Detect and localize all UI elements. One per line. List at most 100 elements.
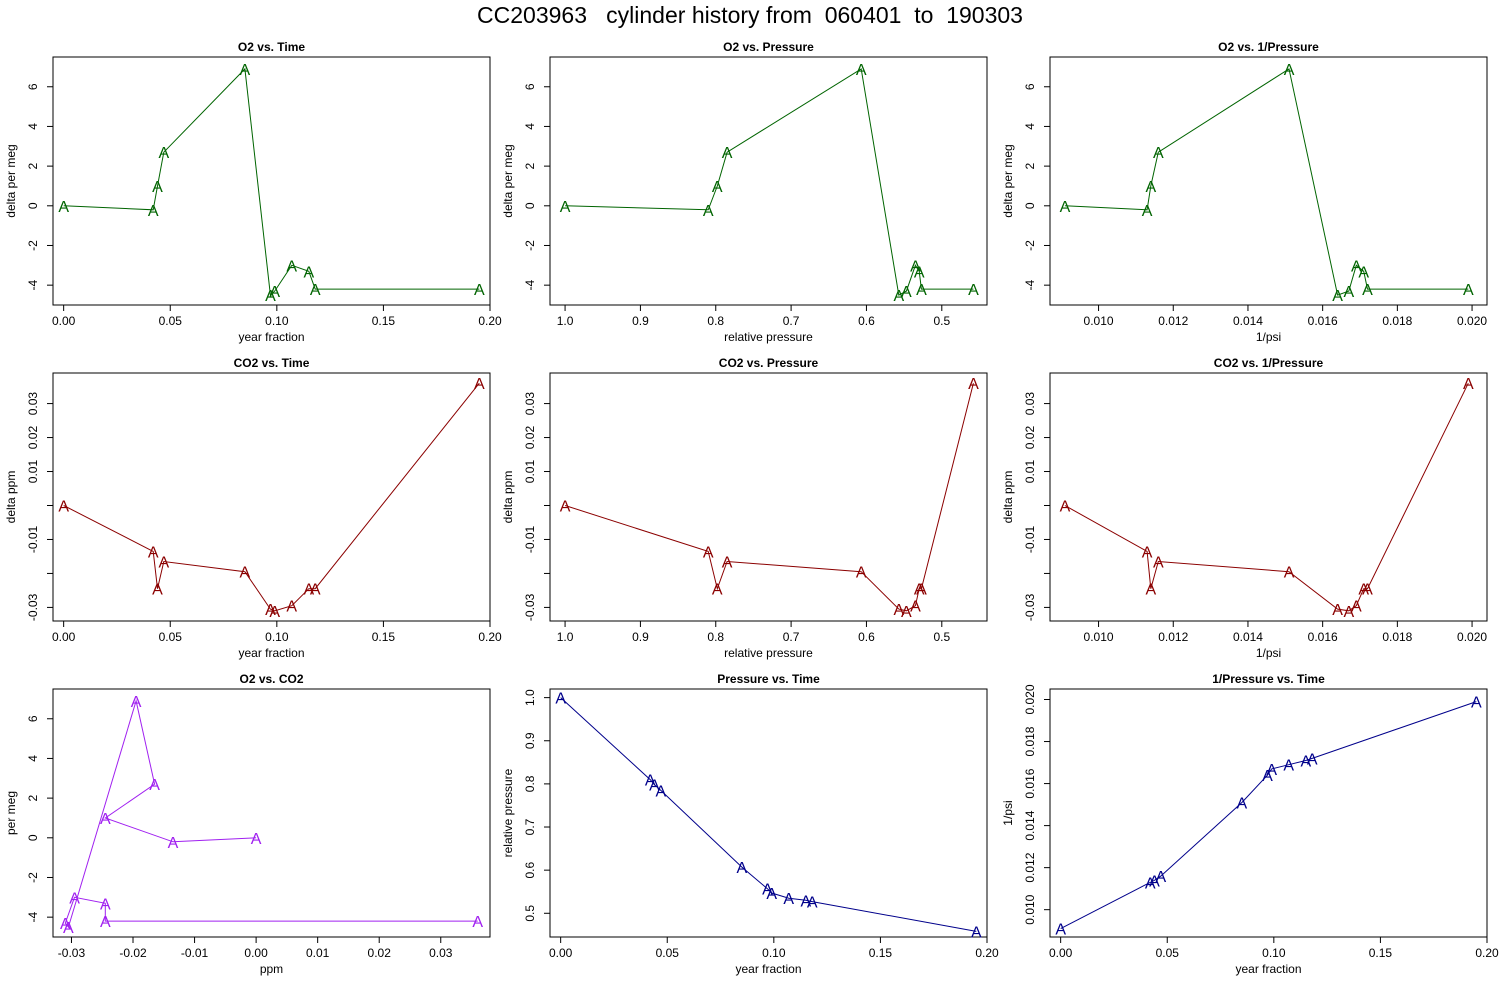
y-tick-label: 0.014 [1023, 810, 1037, 840]
data-point: A [807, 895, 818, 912]
data-point: A [971, 924, 982, 941]
panel-title: O2 vs. Pressure [723, 40, 814, 54]
x-tick-label: 0.012 [1158, 314, 1188, 328]
data-point: A [69, 890, 80, 907]
data-point: A [910, 258, 921, 275]
y-tick-label: 0 [26, 202, 40, 209]
x-tick-label: 0.10 [265, 630, 289, 644]
y-tick-label: 4 [1023, 123, 1037, 130]
x-axis-label: 1/psi [1256, 646, 1281, 660]
data-point: A [286, 258, 297, 275]
x-tick-label: 0.10 [762, 946, 786, 960]
x-tick-label: 1.0 [557, 630, 574, 644]
data-point: A [1156, 869, 1167, 886]
data-point: A [560, 498, 571, 515]
y-tick-label: -0.01 [26, 525, 40, 553]
y-tick-label: 0.02 [1023, 426, 1037, 450]
y-tick-label: 0.016 [1023, 768, 1037, 798]
data-point: A [901, 604, 912, 621]
chart-panel-7: O2 vs. CO2 -0.03 -0.02 -0.01 0.00 0.01 0.02 0.0… [4, 672, 491, 976]
data-point: A [265, 288, 276, 305]
y-tick-label: 0 [1023, 202, 1037, 209]
panel-title: O2 vs. Time [238, 40, 305, 54]
chart-panel-8: Pressure vs. Time 0.00 0.05 0.10 0.15 0.20 0.5… [501, 672, 999, 976]
data-point: A [1284, 62, 1295, 79]
data-point: A [310, 582, 321, 599]
x-tick-label: 0.010 [1084, 314, 1114, 328]
data-point: A [1351, 258, 1362, 275]
data-point: A [149, 777, 160, 794]
data-point: A [555, 691, 566, 708]
x-tick-label: 0.018 [1382, 630, 1412, 644]
chart-panel-5: CO2 vs. Pressure 1.0 0.9 0.8 0.7 0.6 0.5 -0.03 -… [501, 356, 988, 660]
data-point: A [310, 282, 321, 299]
x-tick-label: 0.10 [265, 314, 289, 328]
data-point: A [968, 282, 979, 299]
y-tick-label: 2 [26, 794, 40, 801]
plot-frame [549, 688, 988, 938]
chart-panel-1: O2 vs. Time 0.00 0.05 0.10 0.15 0.20 -4 -2 0 2 4 6 y… [4, 40, 502, 344]
data-point: A [303, 582, 314, 599]
data-point: A [58, 199, 69, 216]
y-axis-label: delta per meg [4, 144, 18, 217]
data-point: A [240, 62, 251, 79]
data-point: A [1146, 179, 1157, 196]
data-point: A [168, 835, 179, 852]
data-point: A [152, 582, 163, 599]
chart-panel-3: O2 vs. 1/Pressure 0.010 0.012 0.014 0.016 0.0… [1001, 40, 1488, 344]
data-point: A [722, 145, 733, 162]
y-tick-label: 0.5 [523, 905, 537, 922]
data-point: A [148, 203, 159, 220]
data-point: A [152, 179, 163, 196]
series-line [560, 697, 977, 932]
y-tick-label: 0.012 [1023, 852, 1037, 882]
y-tick-label: 2 [1023, 162, 1037, 169]
x-tick-label: 0.20 [478, 314, 502, 328]
y-axis-label: per meg [4, 791, 18, 835]
x-tick-label: -0.02 [119, 946, 147, 960]
x-tick-label: 0.5 [933, 630, 950, 644]
data-point: A [712, 582, 723, 599]
data-point: A [100, 811, 111, 828]
x-tick-label: 0.00 [52, 314, 76, 328]
x-axis-label: relative pressure [724, 330, 813, 344]
data-point: A [762, 882, 773, 899]
data-point: A [1284, 565, 1295, 582]
data-point: A [240, 565, 251, 582]
y-tick-label: 0.010 [1023, 894, 1037, 924]
series-line [565, 68, 974, 296]
data-point: A [1266, 762, 1277, 779]
y-tick-label: 0.01 [1023, 460, 1037, 484]
data-point: A [63, 920, 74, 937]
series-line [1060, 701, 1477, 930]
x-tick-label: 0.020 [1457, 630, 1487, 644]
panel-title: CO2 vs. Time [234, 356, 310, 370]
chart-panel-6: CO2 vs. 1/Pressure 0.010 0.012 0.014 0.016 0.… [1001, 356, 1488, 660]
y-axis-label: delta per meg [501, 144, 515, 217]
y-tick-label: -4 [523, 279, 537, 290]
y-tick-label: 0.7 [523, 818, 537, 835]
data-point: A [916, 282, 927, 299]
data-point: A [1332, 288, 1343, 305]
y-tick-label: 1.0 [523, 689, 537, 706]
panel-title: Pressure vs. Time [717, 672, 820, 686]
y-tick-label: 6 [26, 83, 40, 90]
y-tick-label: 0.9 [523, 732, 537, 749]
data-point: A [1343, 604, 1354, 621]
series-line [63, 382, 480, 612]
x-tick-label: 0.15 [1369, 946, 1393, 960]
x-tick-label: 0.03 [429, 946, 453, 960]
y-tick-label: 0.02 [26, 426, 40, 450]
y-tick-label: 0.03 [523, 392, 537, 416]
data-point: A [894, 288, 905, 305]
x-tick-label: 0.15 [372, 630, 396, 644]
x-tick-label: 0.016 [1308, 630, 1338, 644]
chart-panel-4: CO2 vs. Time 0.00 0.05 0.10 0.15 0.20 -0.03 -0.… [4, 356, 502, 660]
y-axis-label: delta ppm [1001, 471, 1015, 524]
x-axis-label: relative pressure [724, 646, 813, 660]
x-tick-label: 0.00 [549, 946, 573, 960]
x-tick-label: 0.20 [975, 946, 999, 960]
data-point: A [856, 565, 867, 582]
chart-panel-9: 1/Pressure vs. Time 0.00 0.05 0.10 0.15 0.20 0… [1001, 672, 1499, 976]
y-tick-label: 4 [26, 755, 40, 762]
